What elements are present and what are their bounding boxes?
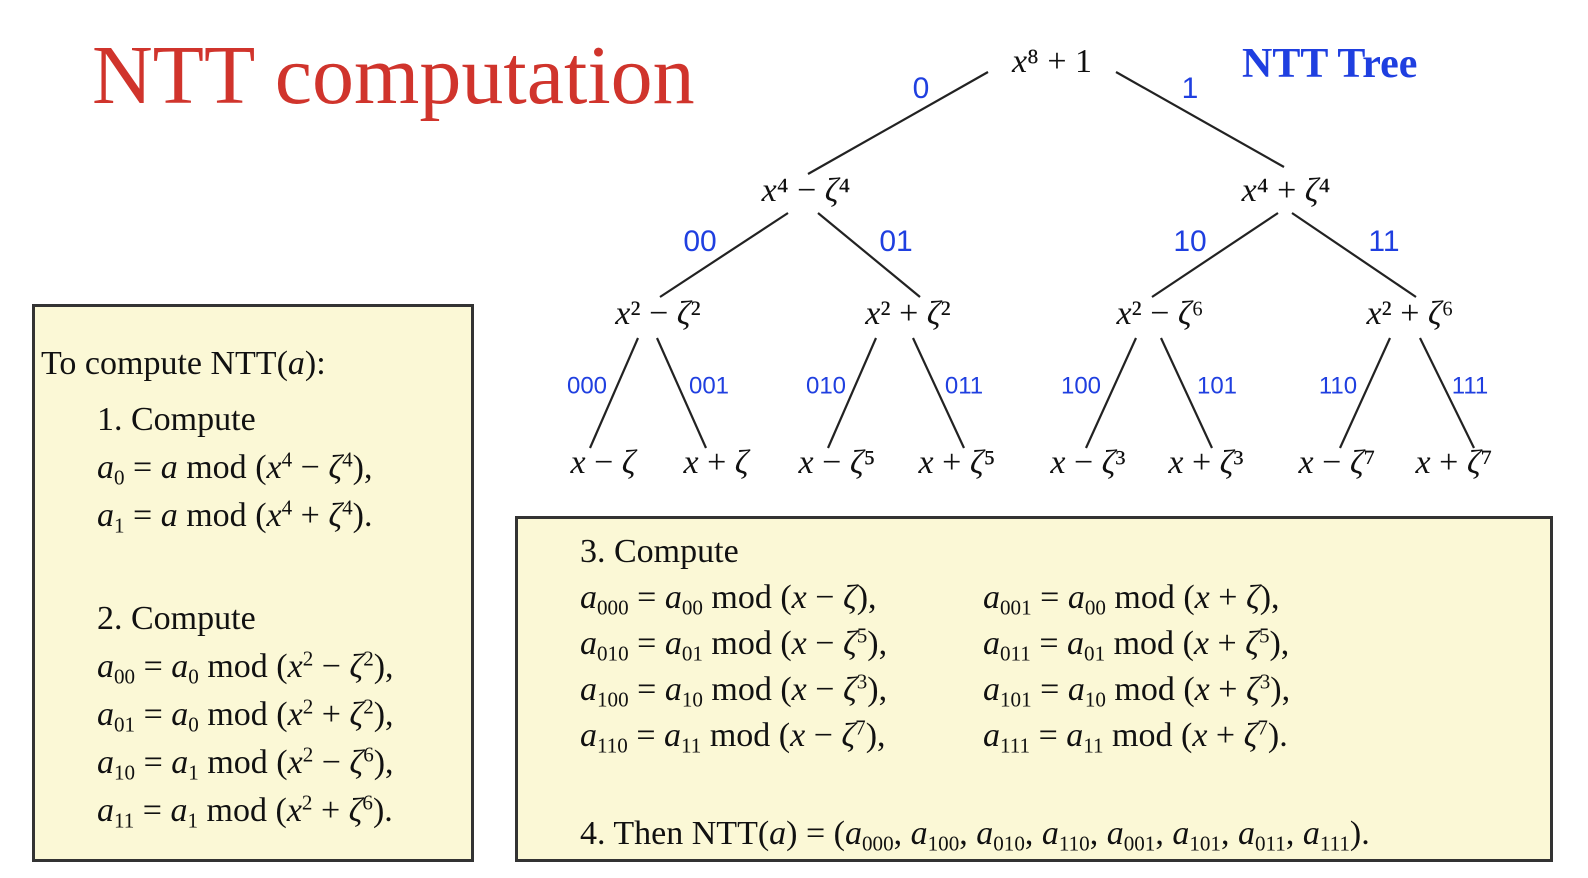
edge-label-00: 00 xyxy=(683,225,716,258)
tree-edge-100 xyxy=(1084,337,1138,449)
step2-line-2: a01 = a0 mod (x2 + ζ2), xyxy=(97,694,394,737)
edge-label-001: 001 xyxy=(689,372,729,399)
step2-line-3: a10 = a1 mod (x2 − ζ6), xyxy=(97,742,394,785)
steps-1-2-box: To compute NTT(a): 1. Compute a0 = a mod… xyxy=(32,304,474,862)
tree-edge-010 xyxy=(826,337,878,449)
tree-edge-0 xyxy=(807,71,989,175)
edge-label-100: 100 xyxy=(1061,372,1101,399)
box1-heading: To compute NTT(a): xyxy=(41,345,326,382)
tree-node-n10: x² − ζ⁶ xyxy=(1115,295,1203,332)
edge-label-01: 01 xyxy=(879,225,912,258)
tree-edge-10 xyxy=(1151,212,1279,298)
edge-label-111: 111 xyxy=(1452,372,1488,399)
step1-line-2: a1 = a mod (x4 + ζ4). xyxy=(97,495,373,538)
tree-edge-110 xyxy=(1338,337,1392,449)
tree-edge-01 xyxy=(817,212,921,298)
step3-left-2: a010 = a01 mod (x − ζ5), xyxy=(580,623,888,666)
step3-right-4: a111 = a11 mod (x + ζ7). xyxy=(983,715,1288,758)
tree-edge-000 xyxy=(588,337,640,449)
edge-label-110: 110 xyxy=(1319,372,1357,399)
step2-line-4: a11 = a1 mod (x2 + ζ6). xyxy=(97,790,393,833)
edge-label-1: 1 xyxy=(1182,72,1199,105)
tree-edge-11 xyxy=(1291,212,1417,298)
edge-label-11: 11 xyxy=(1368,225,1399,258)
tree-edge-00 xyxy=(659,212,789,298)
step3-left-3: a100 = a10 mod (x − ζ3), xyxy=(580,669,888,712)
steps-3-4-box: 3. Compute a000 = a00 mod (x − ζ), a010 … xyxy=(515,516,1553,862)
tree-edge-101 xyxy=(1160,337,1213,449)
step2-line-1: a00 = a0 mod (x2 − ζ2), xyxy=(97,646,394,689)
tree-title: NTT Tree xyxy=(1242,41,1418,87)
tree-node-n001: x + ζ xyxy=(682,444,750,481)
tree-edge-1 xyxy=(1115,71,1285,168)
tree-node-n100: x − ζ³ xyxy=(1049,444,1125,481)
tree-node-n111: x + ζ⁷ xyxy=(1415,444,1493,481)
edge-label-000: 000 xyxy=(567,372,607,399)
tree-edge-011 xyxy=(912,337,965,449)
step3-right-1: a001 = a00 mod (x + ζ), xyxy=(983,579,1280,620)
tree-edge-001 xyxy=(655,337,708,449)
tree-node-n0: x⁴ − ζ⁴ xyxy=(761,172,851,209)
tree-node-n000: x − ζ xyxy=(569,444,637,481)
tree-node-n11: x² + ζ⁶ xyxy=(1365,295,1453,332)
edge-label-010: 010 xyxy=(806,372,846,399)
step3-right-3: a101 = a10 mod (x + ζ3), xyxy=(983,669,1291,712)
edge-label-0: 0 xyxy=(913,72,930,105)
step3-left-1: a000 = a00 mod (x − ζ), xyxy=(580,579,877,620)
step3-left-4: a110 = a11 mod (x − ζ7), xyxy=(580,715,886,758)
step1-label: 1. Compute xyxy=(97,401,256,438)
tree-node-n010: x − ζ⁵ xyxy=(798,444,876,481)
slide-title: NTT computation xyxy=(92,29,695,122)
step3-label: 3. Compute xyxy=(580,533,739,570)
step2-label: 2. Compute xyxy=(97,600,256,637)
edge-label-101: 101 xyxy=(1197,372,1237,399)
step3-right-2: a011 = a01 mod (x + ζ5), xyxy=(983,623,1290,666)
edge-label-011: 011 xyxy=(945,372,983,399)
step4-result: 4. Then NTT(a) = (a000, a100, a010, a110… xyxy=(580,815,1370,856)
edge-label-10: 10 xyxy=(1173,225,1206,258)
tree-node-n1: x⁴ + ζ⁴ xyxy=(1241,172,1331,209)
tree-node-n00: x² − ζ² xyxy=(614,295,700,332)
tree-node-n101: x + ζ³ xyxy=(1167,444,1243,481)
tree-node-n011: x + ζ⁵ xyxy=(918,444,996,481)
step1-line-1: a0 = a mod (x4 − ζ4), xyxy=(97,447,373,490)
tree-node-n110: x − ζ⁷ xyxy=(1298,444,1376,481)
tree-edge-111 xyxy=(1419,337,1475,449)
tree-node-n01: x² + ζ² xyxy=(864,295,950,332)
tree-node-root: x⁸ + 1 xyxy=(1011,43,1092,80)
